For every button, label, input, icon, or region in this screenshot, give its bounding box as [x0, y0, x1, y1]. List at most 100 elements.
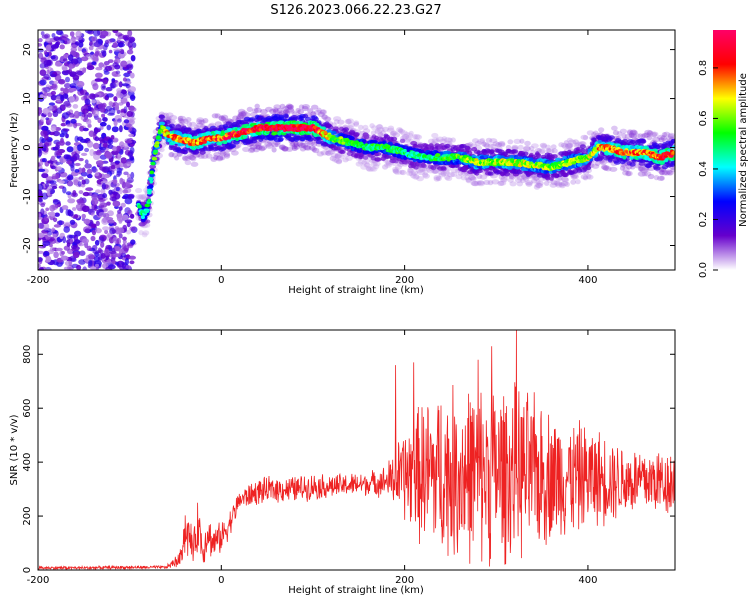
- spectrogram-noise-cell: [95, 150, 102, 156]
- spectrogram-noise-cell: [107, 144, 114, 149]
- spectrogram-noise-cell: [43, 251, 50, 256]
- spectrogram-noise-cell: [101, 113, 106, 118]
- spectrogram-ridge-cell: [670, 160, 675, 166]
- spectrogram-noise-cell: [124, 160, 133, 164]
- spectrogram-ridge-cell: [376, 123, 383, 130]
- spectrogram-ridge-cell: [307, 140, 316, 146]
- spectrogram-noise-cell: [116, 37, 121, 43]
- spectrogram-noise-cell: [46, 189, 51, 196]
- spectrogram-noise-cell: [121, 262, 126, 269]
- spectrogram-ridge-cell: [272, 108, 280, 114]
- spectrogram-ridge-cell: [242, 112, 251, 118]
- spectrogram-noise-cell: [68, 95, 75, 103]
- spectrogram-ridge-cell: [646, 135, 653, 141]
- spectrogram-ridge-cell: [522, 151, 529, 156]
- spectrogram-noise-cell: [83, 218, 91, 225]
- spectrogram-ridge-cell: [185, 117, 192, 123]
- spectrogram-ridge-cell: [361, 139, 367, 144]
- spectrogram-noise-cell: [106, 39, 113, 44]
- spectrogram-ridge-cell: [252, 108, 259, 114]
- spectrogram-noise-cell: [61, 34, 69, 39]
- spectrogram-ridge-cell: [330, 152, 339, 158]
- spectrogram-ridge-cell: [189, 121, 197, 127]
- spectrogram-ridge-cell: [198, 119, 205, 125]
- spectrogram-ridge-cell: [355, 161, 363, 167]
- spectrogram-noise-cell: [116, 237, 121, 245]
- spectrogram-noise-cell: [44, 215, 50, 222]
- spectrogram-ridge-cell: [279, 144, 286, 150]
- spectrogram-noise-cell: [63, 154, 70, 160]
- spectrogram-noise-cell: [50, 44, 56, 49]
- spectrogram-ridge-cell: [414, 134, 423, 140]
- spectrogram-ridge-cell: [508, 173, 515, 179]
- spectrogram-ridge-cell: [310, 111, 316, 117]
- spectrogram-noise-cell: [76, 80, 85, 88]
- spectrogram-ridge-cell: [410, 170, 419, 176]
- spectrogram-ridge-cell: [282, 108, 290, 114]
- spectrogram-ridge-cell: [392, 168, 400, 174]
- spectrogram-noise-cell: [50, 155, 56, 161]
- spectrogram-ridge-cell: [273, 104, 282, 110]
- spectrogram-ridge-cell: [465, 178, 473, 184]
- spectrogram-noise-cell: [97, 247, 102, 254]
- spectrogram-ridge-cell: [407, 168, 414, 174]
- spectrogram-noise-cell: [101, 166, 109, 173]
- spectrogram-ridge-cell: [148, 184, 154, 189]
- spectrogram-ridge-cell: [285, 103, 293, 109]
- spectrogram-noise-cell: [114, 192, 121, 200]
- spectrogram-noise-cell: [113, 48, 122, 52]
- spectrogram-ridge-cell: [639, 166, 646, 172]
- spectrogram-ridge-cell: [236, 114, 244, 120]
- spectrogram-ridge-cell: [316, 151, 324, 157]
- spectrogram-ridge-cell: [258, 145, 267, 151]
- spectrogram-ridge-cell: [628, 132, 635, 138]
- spectrogram-ridge-cell: [390, 130, 397, 136]
- spectrogram-noise-cell: [59, 31, 64, 36]
- spectrogram-noise-cell: [113, 73, 121, 77]
- spectrogram-noise-cell: [113, 119, 118, 127]
- spectrogram-ridge-cell: [357, 159, 365, 165]
- spectrogram-ridge-cell: [408, 171, 417, 177]
- spectrogram-ridge-cell: [177, 117, 184, 123]
- spectrogram-noise-cell: [109, 82, 117, 89]
- spectrogram-ridge-cell: [329, 155, 337, 162]
- spectrogram-noise-cell: [101, 50, 107, 57]
- spectrogram-ridge-cell: [396, 169, 403, 175]
- spectrogram-ridge-cell: [641, 171, 648, 177]
- spectrogram-ridge-cell: [625, 171, 632, 177]
- spectrogram-noise-cell: [88, 259, 93, 267]
- spectrogram-ridge-cell: [140, 194, 148, 200]
- spectrogram-ridge-cell: [396, 127, 403, 133]
- spectrogram-noise-cell: [107, 138, 113, 143]
- spectrogram-noise-cell: [86, 65, 95, 71]
- spectrogram-ridge-cell: [362, 128, 371, 134]
- spectrogram-ridge-cell: [319, 109, 326, 115]
- spectrogram-ridge-cell: [370, 151, 375, 155]
- spectrogram-noise-cell: [41, 148, 47, 152]
- spectrogram-noise-cell: [43, 86, 51, 93]
- spectrogram-ridge-cell: [347, 122, 356, 128]
- spectrogram-ridge-cell: [514, 177, 523, 183]
- spectrogram-noise-cell: [93, 109, 100, 117]
- spectrogram-noise-cell: [118, 206, 123, 211]
- spectrogram-noise-cell: [68, 113, 75, 118]
- spectrogram-noise-cell: [111, 150, 119, 155]
- spectrogram-ridge-cell: [591, 131, 597, 138]
- spectrogram-ridge-cell: [483, 179, 491, 185]
- spectrogram-noise-cell: [90, 212, 95, 217]
- spectrogram-ridge-cell: [372, 163, 380, 170]
- spectrogram-noise-cell: [87, 112, 93, 118]
- spectrogram-ridge-cell: [511, 144, 519, 150]
- spectrogram-ridge-cell: [551, 154, 558, 159]
- spectrogram-ridge-cell: [575, 179, 581, 185]
- spectrogram-noise-cell: [60, 255, 69, 261]
- spectrogram-noise-cell: [53, 217, 58, 223]
- spectrogram-ridge-cell: [640, 133, 646, 139]
- spectrogram-ridge-cell: [223, 151, 231, 157]
- spectrogram-ridge-cell: [562, 177, 569, 183]
- spectrogram-noise-cell: [122, 239, 127, 244]
- spectrogram-noise-cell: [55, 151, 60, 156]
- spectrogram-noise-cell: [100, 252, 106, 259]
- spectrogram-noise-cell: [55, 173, 60, 180]
